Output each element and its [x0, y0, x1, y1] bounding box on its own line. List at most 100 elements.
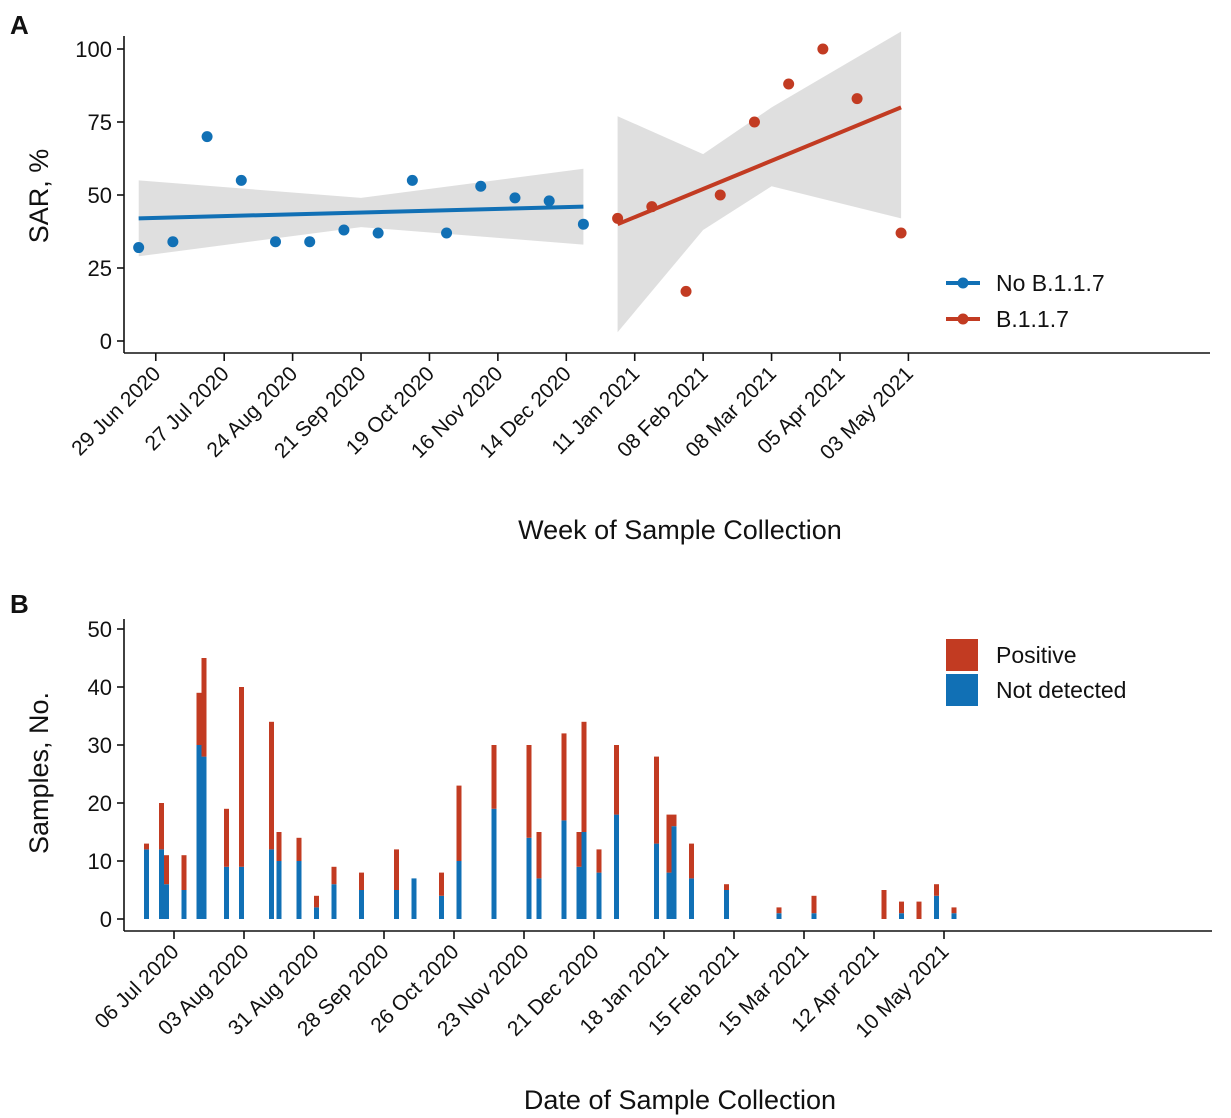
data-point-b-1-1-7 [714, 189, 726, 201]
panel-a-x-axis-title: Week of Sample Collection [518, 515, 842, 545]
bar-segment-positive [526, 745, 532, 838]
bar-segment-not-detected [359, 890, 364, 919]
bar-segment-not-detected [724, 890, 729, 919]
bar-segment-positive [196, 692, 202, 745]
bar-segment-positive [159, 803, 164, 850]
panel-b-y-tick-label: 20 [88, 791, 112, 816]
panel-b-y-axis-title: Samples, No. [24, 692, 54, 854]
bar-segment-not-detected [164, 884, 169, 919]
bar-segment-positive [934, 884, 939, 896]
bar-segment-not-detected [951, 913, 957, 919]
bar-segment-positive [899, 901, 904, 914]
data-point-no-b-1-1-7 [133, 242, 145, 254]
panel-a-y-tick-label: 50 [88, 183, 112, 208]
panel-b-x-axis-title: Date of Sample Collection [524, 1085, 836, 1115]
bar-segment-positive [359, 872, 364, 890]
data-point-no-b-1-1-7 [406, 174, 418, 186]
bar-segment-positive [561, 733, 567, 821]
data-point-no-b-1-1-7 [577, 218, 589, 230]
panel-b-y-tick-label: 10 [88, 849, 112, 874]
bar-segment-positive [916, 901, 922, 919]
bar-segment-not-detected [671, 826, 677, 919]
bar-segment-positive [201, 658, 207, 757]
bar-segment-positive [951, 907, 957, 914]
panel-b-y-tick-label: 30 [88, 733, 112, 758]
data-point-no-b-1-1-7 [441, 227, 453, 239]
data-point-no-b-1-1-7 [235, 174, 247, 186]
bar-segment-positive [269, 721, 274, 850]
data-point-no-b-1-1-7 [372, 227, 384, 239]
data-point-b-1-1-7 [817, 43, 829, 55]
bar-segment-positive [439, 872, 444, 896]
data-point-no-b-1-1-7 [167, 236, 179, 248]
bar-segment-positive [596, 849, 602, 873]
bar-segment-not-detected [144, 849, 149, 919]
bar-segment-not-detected [196, 745, 202, 919]
bar-segment-not-detected [181, 890, 187, 919]
legend-marker-no-b-1-1-7 [957, 277, 969, 289]
bar-segment-not-detected [581, 832, 587, 919]
legend-swatch-not-detected [946, 674, 978, 706]
data-point-no-b-1-1-7 [338, 224, 350, 236]
panel-a-y-tick-label: 25 [88, 256, 112, 281]
bar-segment-not-detected [899, 913, 904, 919]
panel-a-y-axis-title: SAR, % [24, 149, 54, 244]
bar-segment-positive [314, 895, 319, 908]
legend-swatch-positive [946, 639, 978, 671]
bar-segment-positive [456, 785, 462, 861]
data-point-no-b-1-1-7 [475, 180, 487, 192]
data-point-no-b-1-1-7 [543, 195, 555, 207]
bar-segment-positive [491, 745, 497, 809]
confidence-band-b-1-1-7 [617, 31, 902, 333]
bar-segment-not-detected [296, 861, 302, 919]
bar-segment-not-detected [934, 895, 939, 919]
data-point-b-1-1-7 [783, 78, 795, 90]
bar-segment-positive [331, 866, 337, 885]
panel-a-y-tick-label: 100 [75, 37, 112, 62]
legend-label-positive: Positive [996, 642, 1077, 668]
bar-segment-not-detected [224, 866, 229, 919]
bar-segment-positive [181, 855, 187, 890]
bar-segment-positive [666, 814, 672, 873]
bar-segment-positive [239, 687, 244, 867]
bar-segment-positive [614, 745, 619, 815]
bar-segment-positive [689, 843, 694, 879]
bar-segment-not-detected [331, 884, 337, 919]
bar-segment-positive [394, 849, 399, 890]
bar-segment-not-detected [526, 837, 532, 919]
bar-segment-positive [881, 890, 887, 919]
panel-a-letter: A [10, 10, 29, 40]
bar-segment-positive [654, 756, 659, 844]
bar-segment-not-detected [439, 895, 444, 919]
panel-a-y-tick-label: 0 [100, 329, 112, 354]
bar-segment-positive [671, 814, 677, 827]
panel-b-y-tick-label: 40 [88, 675, 112, 700]
bar-segment-not-detected [811, 913, 817, 919]
legend-marker-b-1-1-7 [957, 313, 969, 325]
legend-label-b-1-1-7: B.1.1.7 [996, 306, 1069, 332]
bar-segment-not-detected [614, 814, 619, 919]
panel-b-letter: B [10, 589, 29, 619]
bar-segment-not-detected [689, 878, 694, 919]
panel-b-y-tick-label: 50 [88, 617, 112, 642]
data-point-no-b-1-1-7 [304, 236, 316, 248]
bar-segment-positive [776, 907, 782, 914]
bar-segment-positive [581, 721, 587, 832]
bar-segment-not-detected [776, 913, 782, 919]
bar-segment-not-detected [239, 866, 244, 919]
data-point-b-1-1-7 [895, 227, 907, 239]
bar-segment-not-detected [536, 878, 542, 919]
data-point-b-1-1-7 [851, 93, 863, 105]
bar-segment-not-detected [159, 849, 164, 919]
data-point-b-1-1-7 [680, 285, 692, 297]
bar-segment-not-detected [411, 878, 417, 919]
bar-segment-positive [536, 832, 542, 879]
data-point-no-b-1-1-7 [509, 192, 521, 204]
bar-segment-positive [296, 837, 302, 861]
bar-segment-positive [164, 855, 169, 885]
bar-segment-positive [224, 808, 229, 867]
bar-segment-not-detected [561, 820, 567, 919]
bar-segment-not-detected [596, 872, 602, 919]
bar-segment-not-detected [654, 843, 659, 919]
